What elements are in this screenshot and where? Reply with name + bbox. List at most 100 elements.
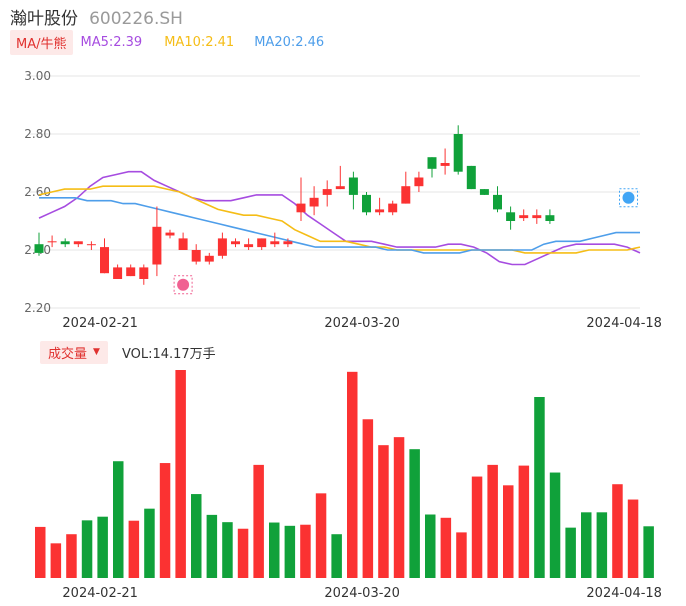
volume-bar [128, 520, 140, 578]
ma20-line [39, 197, 640, 254]
price-grid [30, 75, 640, 309]
ma20-value: MA20:2.46 [254, 34, 325, 50]
ma-legend: MA/牛熊 MA5:2.39 MA10:2.41 MA20:2.46 [10, 29, 325, 55]
candle [545, 209, 555, 224]
candle [532, 209, 542, 224]
bull-icon-badge [177, 278, 190, 291]
volume-readout: VOL:14.17万手 [121, 346, 216, 362]
volume-date-label: 2024-04-18 [586, 586, 662, 601]
volume-bar [175, 370, 186, 578]
candle [165, 229, 175, 239]
volume-bar [362, 419, 374, 578]
volume-bar [581, 512, 592, 578]
candle-body [348, 177, 358, 195]
caret-down-icon: ▼ [93, 347, 100, 357]
candle [100, 238, 109, 274]
candle-body [34, 244, 44, 253]
candle-body [126, 267, 136, 277]
candle-body [244, 244, 254, 248]
volume-bar [113, 461, 124, 578]
volume-bar [35, 526, 46, 578]
candle [479, 189, 489, 195]
volume-bar [440, 517, 452, 578]
candle [309, 186, 319, 216]
volume-bar [269, 522, 280, 578]
ma-indicator-toggle[interactable]: MA/牛熊 [10, 29, 73, 55]
candle-body [362, 194, 371, 213]
candle-body [375, 209, 385, 213]
candle [506, 206, 516, 230]
volume-indicator-label: 成交量 [48, 346, 88, 362]
volume-bar [315, 493, 327, 578]
candle [283, 238, 293, 248]
volume-bar [518, 465, 530, 578]
bull-icon-frame [173, 275, 193, 295]
candle [73, 241, 83, 248]
candle [178, 232, 188, 250]
candle-body [545, 215, 555, 221]
candle-body [506, 212, 516, 221]
price-tick-label: 2.20 [24, 301, 51, 315]
volume-bar [237, 528, 249, 578]
bear-icon [619, 188, 638, 208]
candle [86, 241, 96, 250]
candle [348, 171, 358, 210]
candle-body [283, 241, 293, 245]
signal-markers [173, 188, 638, 295]
candle [191, 244, 201, 265]
price-date-label: 2024-03-20 [324, 316, 400, 331]
volume-bar [191, 494, 202, 578]
candle [440, 148, 450, 175]
candle-body [60, 241, 70, 245]
candle-body [113, 267, 123, 279]
candle [519, 209, 529, 221]
volume-bars [35, 370, 654, 578]
candle [401, 171, 411, 204]
candle [493, 186, 502, 213]
candle-body [257, 238, 267, 248]
volume-bar [159, 463, 171, 578]
candle-body [479, 189, 489, 195]
candle [244, 238, 254, 250]
volume-bar [534, 397, 545, 578]
volume-bar [456, 532, 467, 578]
candle [296, 177, 306, 221]
volume-bar [565, 527, 576, 578]
candle [466, 165, 476, 190]
candle [126, 264, 136, 277]
candle-body [440, 163, 450, 166]
candlesticks [34, 125, 555, 285]
candle-body [86, 244, 96, 246]
candle [388, 200, 398, 216]
volume-bar [206, 514, 218, 578]
volume-bar [425, 514, 436, 578]
volume-bar [612, 484, 623, 578]
ma5-line [38, 170, 641, 266]
candle [47, 235, 57, 248]
price-tick-label: 2.80 [24, 127, 51, 141]
stock-code: 600226.SH [89, 9, 183, 29]
price-date-axis: 2024-02-21 2024-03-20 2024-04-18 [62, 316, 662, 331]
volume-bar [596, 512, 608, 578]
candle-body [309, 197, 319, 207]
candle-body [532, 215, 542, 219]
candle-body [204, 255, 214, 262]
bull-icon [173, 275, 193, 295]
volume-bar [222, 522, 233, 578]
moving-average-lines [38, 170, 641, 266]
volume-indicator-dropdown[interactable]: 成交量 ▼ [40, 340, 108, 364]
candle-body [139, 267, 149, 279]
candle-body [152, 226, 162, 265]
volume-bar [81, 520, 93, 578]
volume-bar [471, 476, 483, 578]
candle-body [388, 203, 398, 213]
volume-bar [549, 472, 561, 578]
candle-body [335, 186, 345, 190]
volume-bar [284, 525, 296, 578]
volume-date-label: 2024-02-21 [62, 586, 138, 601]
volume-bar [97, 516, 108, 578]
volume-date-axis: 2024-02-21 2024-03-20 2024-04-18 [62, 586, 662, 601]
volume-legend: 成交量 ▼ VOL:14.17万手 [40, 340, 216, 364]
ma5-value: MA5:2.39 [80, 34, 143, 50]
